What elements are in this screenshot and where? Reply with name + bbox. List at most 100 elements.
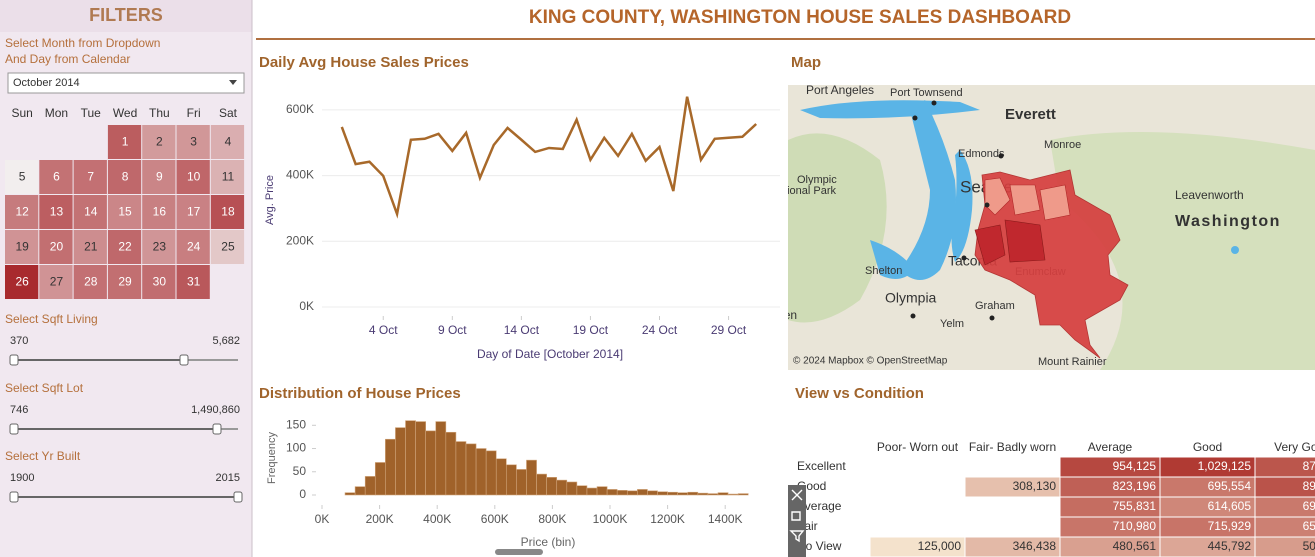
heat-cell: [1060, 497, 1160, 517]
month-dropdown[interactable]: [7, 72, 245, 94]
calendar-day[interactable]: [107, 195, 142, 229]
weekday-label: Tue: [81, 106, 102, 120]
map-label: National Park: [770, 185, 837, 197]
column-header: Fair- Badly worn: [969, 440, 1056, 454]
map-label: Port Angeles: [806, 83, 874, 97]
map-city-dot: [910, 313, 916, 319]
calendar-day[interactable]: [210, 125, 245, 159]
map-label: Washington: [1175, 213, 1281, 230]
slider-handle[interactable]: [212, 423, 222, 435]
calendar-day[interactable]: [176, 160, 210, 194]
histogram-bar: [485, 450, 497, 496]
calendar-day-number: 16: [153, 205, 167, 219]
toolbar[interactable]: [788, 485, 806, 557]
cell-label: 614,605: [1208, 499, 1252, 513]
histogram-bar: [647, 490, 658, 496]
calendar-day-number: 19: [15, 240, 29, 254]
histogram-bar: [606, 489, 618, 496]
calendar-day[interactable]: [210, 160, 245, 194]
slider-label: Select Yr Built: [5, 449, 81, 463]
scroll-handle[interactable]: [495, 549, 543, 555]
calendar-day[interactable]: [39, 265, 73, 299]
map-label: Everett: [1005, 106, 1056, 123]
calendar-day-number: 4: [225, 135, 232, 149]
slider-max: 5,682: [212, 335, 240, 347]
histogram-bar: [536, 473, 547, 496]
weekday-label: Sat: [219, 106, 238, 120]
calendar-day[interactable]: [142, 160, 176, 194]
map-city-dot: [912, 115, 918, 121]
histogram-bar: [596, 486, 608, 496]
calendar-day[interactable]: [176, 230, 210, 264]
calendar-day[interactable]: [73, 265, 107, 299]
heat-cell: [1060, 477, 1160, 497]
heat-cell: [1160, 497, 1255, 517]
map[interactable]: Port Angeles Port Townsend Everett Monroe Ed…: [745, 83, 1315, 370]
histogram-bar: [526, 459, 537, 496]
calendar-day[interactable]: [5, 195, 39, 229]
y-tick-label: 0: [299, 487, 306, 501]
slider-handle[interactable]: [9, 423, 19, 435]
heat-cell: [1255, 457, 1315, 477]
calendar-day[interactable]: [39, 160, 73, 194]
filter-label: Select Month from Dropdown: [5, 36, 160, 50]
weekday-label: Mon: [45, 106, 68, 120]
calendar-day[interactable]: [107, 160, 142, 194]
x-tick-label: 24 Oct: [642, 323, 678, 337]
calendar-day-number: 9: [156, 170, 163, 184]
calendar-day[interactable]: [5, 160, 39, 194]
histogram-bar: [637, 489, 648, 496]
calendar-day[interactable]: [73, 160, 107, 194]
calendar-day[interactable]: [176, 125, 210, 159]
heat-cell: [965, 537, 1060, 557]
histogram-bar: [576, 485, 588, 496]
cell-label: 715,929: [1208, 519, 1252, 533]
x-tick-label: 200K: [366, 512, 394, 526]
calendar-day[interactable]: [5, 230, 39, 264]
histogram-bar: [727, 493, 739, 496]
cell-label: 695,554: [1208, 479, 1252, 493]
histogram-bar: [616, 490, 628, 496]
calendar-day-number: 8: [122, 170, 129, 184]
calendar-day[interactable]: [142, 230, 176, 264]
histogram-bar: [455, 441, 467, 496]
map-city-dot: [984, 202, 990, 208]
slider-handle[interactable]: [179, 354, 189, 366]
slider-handle[interactable]: [9, 354, 19, 366]
calendar-day[interactable]: [107, 125, 142, 159]
histogram-bar: [687, 491, 699, 496]
calendar-day[interactable]: [176, 195, 210, 229]
cell-label: 504,000: [1303, 539, 1315, 553]
column-header: Good: [1193, 440, 1222, 454]
map-forest: [1050, 132, 1315, 370]
filter-header-band: [0, 0, 252, 32]
cell-label: 346,438: [1013, 539, 1057, 553]
histogram-bar: [657, 491, 668, 496]
calendar-day[interactable]: [142, 125, 176, 159]
map-water: [1231, 246, 1239, 254]
calendar-day-number: 18: [221, 205, 235, 219]
calendar-day[interactable]: [210, 195, 245, 229]
calendar-day[interactable]: [142, 195, 176, 229]
slider-min: 1900: [10, 472, 34, 484]
calendar-day[interactable]: [107, 230, 142, 264]
calendar-day[interactable]: [39, 195, 73, 229]
slider-handle[interactable]: [9, 491, 19, 503]
calendar-day[interactable]: [142, 265, 176, 299]
calendar-day[interactable]: [5, 265, 39, 299]
calendar-day[interactable]: [73, 195, 107, 229]
calendar-day[interactable]: [39, 230, 73, 264]
row-header: Excellent: [797, 459, 846, 473]
heat-cell: [1060, 457, 1160, 477]
calendar-day[interactable]: [107, 265, 142, 299]
slider-handle[interactable]: [233, 491, 243, 503]
y-axis-title: Avg. Price: [264, 175, 276, 225]
calendar-day[interactable]: [210, 230, 245, 264]
x-tick-label: 4 Oct: [369, 323, 398, 337]
slider-label: Select Sqft Lot: [5, 381, 84, 395]
dropdown-arrow: [229, 80, 237, 85]
calendar-day[interactable]: [73, 230, 107, 264]
y-tick-label: 150: [286, 417, 306, 431]
histogram-bar: [495, 458, 507, 496]
calendar-day[interactable]: [176, 265, 210, 299]
